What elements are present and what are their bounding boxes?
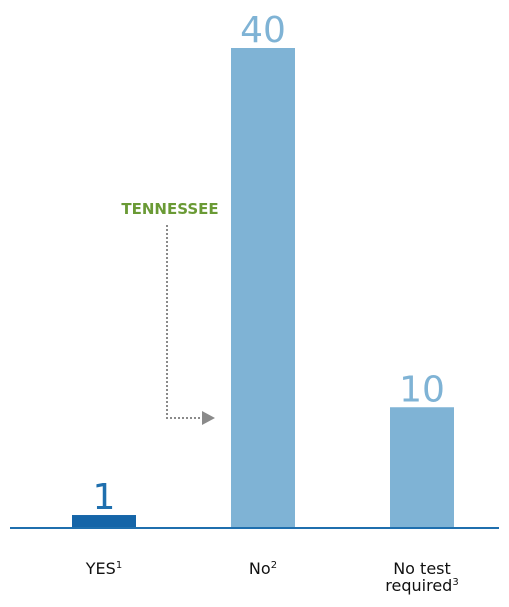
annotation-arrow-line: [166, 225, 203, 419]
value-label-2: 10: [399, 369, 445, 410]
category-label-0: YES1: [85, 559, 122, 578]
category-label-1: No2: [249, 559, 277, 578]
category-label-2-line-1: required3: [385, 576, 458, 595]
footnote-marker-1: 2: [271, 560, 277, 571]
value-label-1: 40: [240, 10, 286, 51]
footnote-marker-0: 1: [116, 560, 122, 571]
bar-1: [231, 48, 295, 527]
annotation-group: TENNESSEE: [121, 200, 219, 425]
annotation-arrowhead-icon: [202, 411, 215, 425]
footnote-marker-2: 3: [452, 577, 458, 588]
value-label-0: 1: [93, 477, 116, 518]
value-labels-group: 1 40 10: [93, 10, 445, 518]
bars-group: [72, 48, 454, 527]
bar-0: [72, 515, 136, 527]
bar-2: [390, 407, 454, 527]
category-label-2-line-0: No test: [393, 559, 451, 578]
annotation-label: TENNESSEE: [121, 200, 218, 218]
